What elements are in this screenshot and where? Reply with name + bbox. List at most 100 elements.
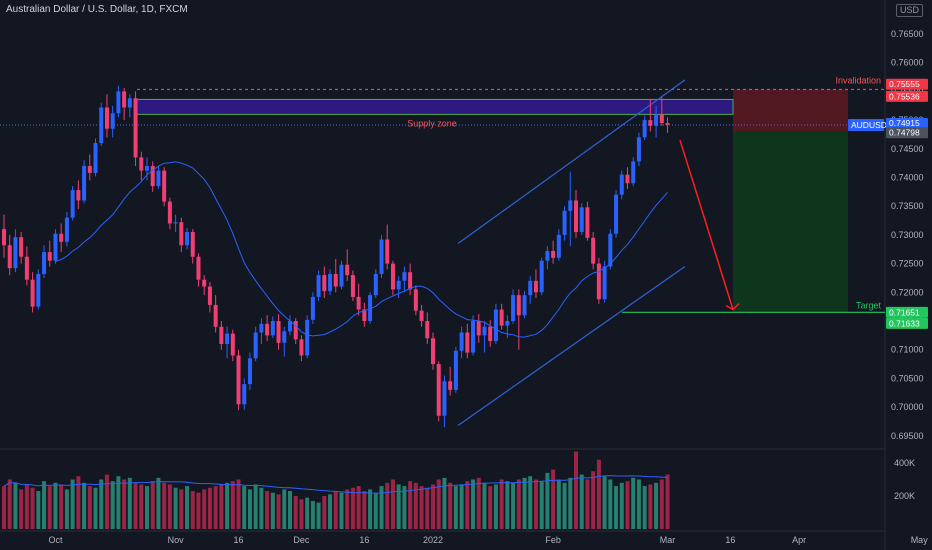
volume-bar: [87, 486, 92, 529]
volume-bar: [247, 489, 252, 529]
candle-body: [368, 295, 373, 321]
time-tick-label: Dec: [293, 535, 310, 545]
price-tick-label: 0.74000: [891, 173, 924, 183]
candle-body: [30, 279, 35, 307]
volume-bar: [150, 481, 155, 529]
price-tick-label: 0.73500: [891, 201, 924, 211]
volume-bar: [196, 492, 201, 529]
volume-bar: [436, 479, 441, 529]
time-tick-label: May: [911, 535, 929, 545]
volume-bar: [539, 481, 544, 529]
channel-line[interactable]: [457, 79, 686, 244]
arrow-shaft: [679, 139, 734, 310]
candle-body: [116, 91, 121, 114]
volume-bar: [122, 479, 127, 529]
volume-bar: [379, 486, 384, 529]
candle-body: [53, 233, 58, 261]
volume-bar: [465, 481, 470, 529]
candle-body: [596, 263, 601, 300]
candle-body: [488, 326, 493, 342]
candle-body: [562, 210, 567, 235]
volume-bar: [13, 482, 18, 529]
candle-body: [511, 295, 516, 321]
price-tick-label: 0.72000: [891, 287, 924, 297]
entry-tag: 0.74798: [889, 128, 920, 138]
symbol-tag: AUDUSD: [851, 120, 887, 130]
candle-body: [7, 245, 12, 269]
volume-bar: [345, 489, 350, 529]
candle-body: [190, 232, 195, 257]
chart-title: Australian Dollar / U.S. Dollar, 1D, FXC…: [6, 4, 188, 15]
time-tick-label: Nov: [168, 535, 185, 545]
candle-body: [36, 273, 41, 307]
volume-bar: [642, 486, 647, 529]
volume-bar: [579, 474, 584, 529]
candle-body: [448, 381, 453, 390]
candle-body: [13, 237, 18, 269]
price-tick-label: 0.69500: [891, 431, 924, 441]
volume-bar: [328, 494, 333, 529]
rising-channel[interactable]: [457, 79, 686, 426]
volume-bar: [305, 497, 310, 529]
volume-bar: [282, 489, 287, 529]
candle-body: [356, 296, 361, 310]
target-label: Target: [856, 300, 882, 310]
volume-bar: [482, 482, 487, 529]
arrow-head: [725, 302, 740, 311]
target-lower-tag: 0.71633: [889, 318, 920, 328]
target-upper-tag-bg: [886, 306, 928, 318]
volume-bar: [654, 482, 659, 529]
volume-bar: [202, 489, 207, 529]
candle-body: [499, 309, 504, 326]
candle-body: [110, 113, 115, 129]
invalidation-upper-tag-bg: [886, 78, 928, 90]
candle-body: [350, 275, 355, 297]
candle-body: [614, 194, 619, 234]
volume-bar: [516, 479, 521, 529]
candle-body: [270, 321, 275, 336]
volume-bar: [156, 477, 161, 529]
volume-bar: [116, 476, 121, 529]
entry-tag-bg: [886, 127, 928, 139]
candle-body: [631, 161, 636, 184]
price-tick-label: 0.76500: [891, 29, 924, 39]
volume-bar: [636, 479, 641, 529]
candle-body: [139, 157, 144, 171]
candle-body: [276, 321, 281, 343]
candle-body: [608, 233, 613, 267]
candle-body: [64, 217, 69, 242]
candle-body: [648, 120, 653, 126]
volume-average-line: [3, 475, 668, 494]
invalidation-upper-tag: 0.75555: [889, 79, 920, 89]
volume-bar: [207, 487, 212, 529]
candle-body: [322, 275, 327, 292]
time-axis[interactable]: OctNov16Dec162022FebMar16AprMay17: [48, 535, 932, 545]
candle-body: [259, 323, 264, 333]
candle-body: [373, 273, 378, 296]
volume-bar: [253, 484, 258, 529]
volume-bar: [608, 479, 613, 529]
channel-line[interactable]: [457, 265, 686, 426]
volume-bar: [659, 479, 664, 529]
volume-bar: [368, 489, 373, 529]
candle-body: [87, 166, 92, 173]
candle-body: [476, 321, 481, 336]
candle-body: [459, 332, 464, 351]
volume-bar: [511, 482, 516, 529]
candle-body: [156, 170, 161, 187]
candle-body: [654, 114, 659, 126]
supply-zone-box[interactable]: [136, 98, 734, 115]
currency-button[interactable]: USD: [896, 4, 924, 17]
price-tick-label: 0.71000: [891, 345, 924, 355]
volume-bar: [2, 486, 6, 529]
time-tick-label: 16: [359, 535, 369, 545]
candle-body: [2, 229, 6, 246]
volume-tick-label: 400K: [894, 458, 915, 468]
candle-body: [579, 207, 584, 233]
candle-body: [642, 120, 647, 138]
candle-body: [162, 170, 167, 202]
projection-arrow[interactable]: [679, 139, 740, 311]
volume-bar: [648, 484, 653, 529]
target-profit-zone[interactable]: [733, 131, 848, 313]
